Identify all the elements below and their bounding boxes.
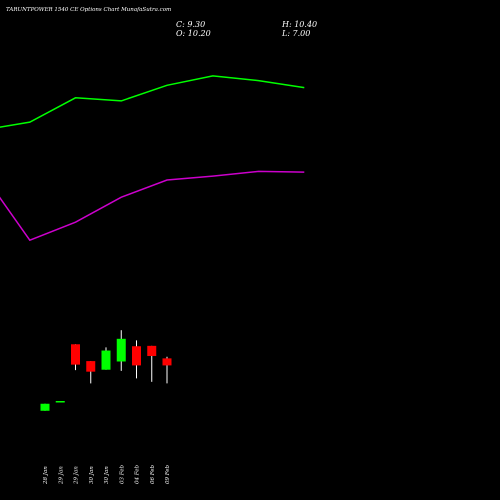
close-value: C: 9.30 xyxy=(176,20,206,29)
candle-body-down xyxy=(147,345,157,357)
x-tick-label: 04 Feb xyxy=(135,464,141,484)
high-value: H: 10.40 xyxy=(282,20,318,29)
low-value: L: 7.00 xyxy=(282,29,311,38)
x-tick-label: 30 Jan xyxy=(89,466,95,484)
x-tick-label: 29 Jan xyxy=(58,466,64,485)
candle-body-down xyxy=(86,361,96,372)
candle-body-up xyxy=(40,403,50,411)
x-tick-label: 30 Jan xyxy=(104,466,110,484)
x-tick-label: 03 Feb xyxy=(119,464,125,484)
lower-band-line xyxy=(0,170,305,242)
candle-body-down xyxy=(132,346,141,366)
x-tick-label: 09 Feb xyxy=(165,464,171,484)
upper-band-line xyxy=(0,75,305,128)
candle-body-down xyxy=(162,358,172,366)
open-value: O: 10.20 xyxy=(176,29,211,38)
candle-body-up xyxy=(116,338,126,362)
x-tick-label: 28 Jan xyxy=(43,466,49,485)
x-tick-label: 06 Feb xyxy=(150,464,156,484)
candle-body-down xyxy=(71,344,80,365)
candle-body-up xyxy=(101,350,111,370)
chart-title: TARUNTPOWER 1540 CE Options Chart Munafa… xyxy=(6,7,172,13)
x-tick-label: 29 Jan xyxy=(74,466,80,485)
candle-body-up xyxy=(55,401,65,403)
